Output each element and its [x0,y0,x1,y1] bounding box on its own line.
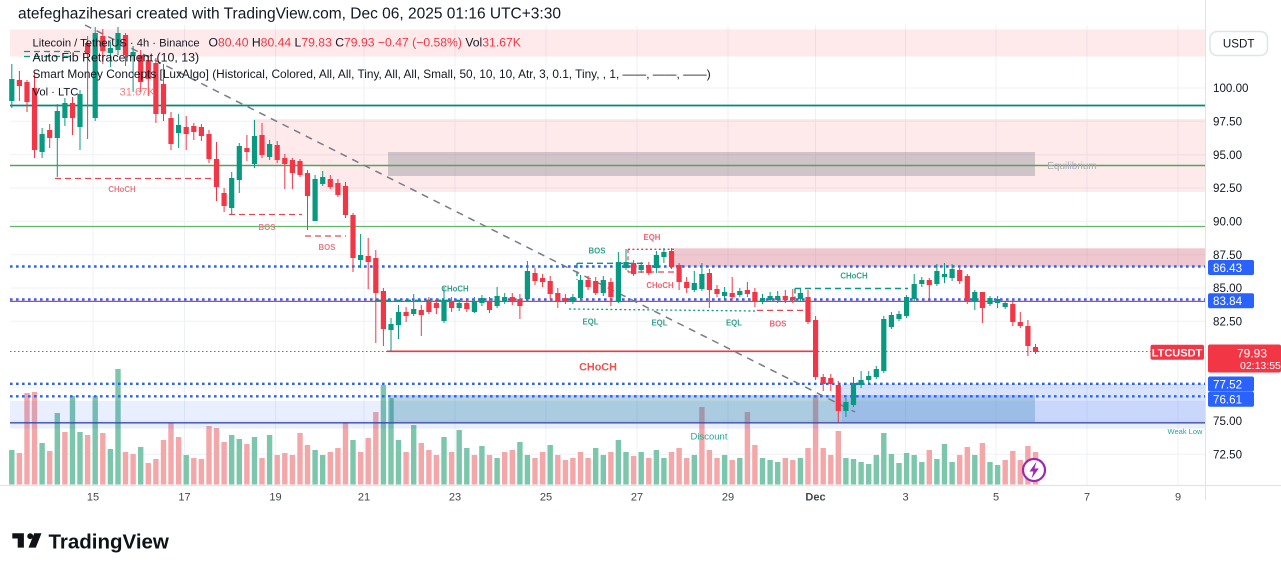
svg-text:19: 19 [269,491,281,503]
svg-text:Weak Low: Weak Low [1168,427,1203,436]
svg-text:EQL: EQL [651,319,667,328]
svg-text:31.67K: 31.67K [120,87,156,99]
svg-text:EQL: EQL [582,318,598,327]
svg-text:CHoCH: CHoCH [108,185,136,194]
svg-text:75.00: 75.00 [1213,415,1242,428]
svg-text:83.84: 83.84 [1213,295,1243,308]
svg-text:BOS: BOS [589,247,606,256]
svg-text:CHoCH: CHoCH [646,281,674,290]
svg-text:BOS: BOS [770,320,787,329]
svg-text:79.93: 79.93 [1237,347,1267,361]
svg-text:72.50: 72.50 [1213,449,1242,462]
svg-text:CHoCH: CHoCH [441,285,469,294]
svg-text:77.52: 77.52 [1213,378,1242,391]
svg-text:29: 29 [722,491,734,503]
svg-text:3: 3 [902,491,908,503]
svg-text:Equilibrium: Equilibrium [1047,161,1096,172]
svg-text:76.61: 76.61 [1213,394,1242,407]
svg-text:BOS: BOS [259,223,276,232]
svg-text:Discount: Discount [691,432,728,443]
svg-text:95.00: 95.00 [1213,149,1242,162]
svg-text:02:13:55: 02:13:55 [1240,360,1281,372]
svg-text:CHoCH: CHoCH [840,272,868,281]
svg-text:82.50: 82.50 [1213,316,1242,329]
svg-text:CHoCH: CHoCH [579,362,617,374]
svg-text:USDT: USDT [1223,37,1255,50]
svg-text:9: 9 [1175,491,1181,503]
svg-text:97.50: 97.50 [1213,116,1242,129]
svg-text:86.43: 86.43 [1213,262,1242,275]
svg-text:LTCUSDT: LTCUSDT [1152,348,1203,360]
svg-text:O80.40 H80.44 L79.83 C79.93 −0: O80.40 H80.44 L79.83 C79.93 −0.47 (−0.58… [209,36,521,50]
svg-text:25: 25 [540,491,552,503]
svg-text:EQH: EQH [644,233,661,242]
svg-text:EQL: EQL [726,319,742,328]
svg-text:Smart Money Concepts [LuxAlgo]: Smart Money Concepts [LuxAlgo] (Historic… [33,67,711,81]
svg-text:90.00: 90.00 [1213,216,1242,229]
svg-text:17: 17 [178,491,190,503]
svg-text:100.00: 100.00 [1213,82,1248,95]
svg-text:85.00: 85.00 [1213,282,1242,295]
svg-text:87.50: 87.50 [1213,249,1242,262]
svg-text:BOS: BOS [319,243,336,252]
svg-text:5: 5 [993,491,999,503]
svg-text:Litecoin / TetherUS · 4h · Bin: Litecoin / TetherUS · 4h · Binance [33,38,200,50]
svg-text:23: 23 [449,491,461,503]
svg-text:15: 15 [87,491,99,503]
svg-text:Dec: Dec [805,491,825,503]
svg-text:21: 21 [358,491,370,503]
svg-text:TradingView: TradingView [49,530,169,553]
svg-text:27: 27 [631,491,643,503]
svg-text:atefeghazihesari created with: atefeghazihesari created with TradingVie… [18,6,561,23]
svg-text:7: 7 [1084,491,1090,503]
svg-text:Vol · LTC: Vol · LTC [33,87,79,99]
svg-text:92.50: 92.50 [1213,182,1242,195]
svg-text:Auto Fib Retracement (10, 13): Auto Fib Retracement (10, 13) [33,51,200,65]
